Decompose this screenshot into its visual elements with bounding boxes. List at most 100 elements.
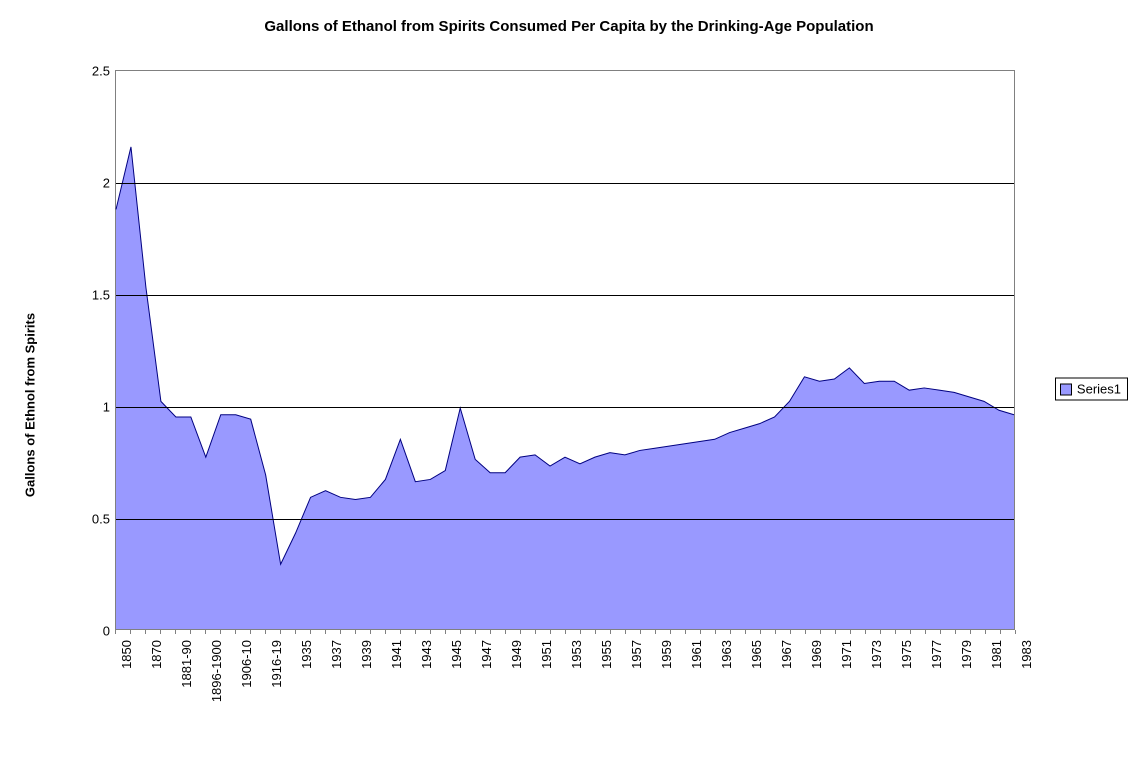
x-tick-mark: [550, 630, 551, 634]
x-tick-mark: [295, 630, 296, 634]
x-tick-label: 1961: [689, 640, 704, 669]
x-tick-label: 1951: [539, 640, 554, 669]
x-tick-mark: [895, 630, 896, 634]
x-tick-label: 1981: [989, 640, 1004, 669]
x-tick-mark: [370, 630, 371, 634]
x-tick-mark: [925, 630, 926, 634]
x-tick-label: 1896-1900: [209, 640, 224, 702]
x-tick-label: 1947: [479, 640, 494, 669]
y-tick-label: 1: [103, 400, 110, 415]
x-tick-mark: [820, 630, 821, 634]
x-tick-label: 1870: [149, 640, 164, 669]
x-tick-mark: [325, 630, 326, 634]
y-tick-label: 2: [103, 176, 110, 191]
x-tick-mark: [625, 630, 626, 634]
legend: Series1: [1055, 378, 1128, 401]
x-tick-mark: [535, 630, 536, 634]
x-tick-mark: [985, 630, 986, 634]
x-tick-mark: [220, 630, 221, 634]
x-tick-mark: [1015, 630, 1016, 634]
x-tick-mark: [520, 630, 521, 634]
x-tick-label: 1955: [599, 640, 614, 669]
x-tick-mark: [400, 630, 401, 634]
x-tick-label: 1943: [419, 640, 434, 669]
x-tick-mark: [760, 630, 761, 634]
y-tick-label: 0: [103, 624, 110, 639]
x-tick-label: 1941: [389, 640, 404, 669]
x-tick-label: 1850: [119, 640, 134, 669]
x-tick-label: 1945: [449, 640, 464, 669]
x-tick-mark: [355, 630, 356, 634]
gridline: [116, 407, 1014, 408]
x-tick-label: 1971: [839, 640, 854, 669]
x-tick-label: 1977: [929, 640, 944, 669]
x-tick-mark: [730, 630, 731, 634]
x-tick-label: 1881-90: [179, 640, 194, 688]
x-tick-mark: [610, 630, 611, 634]
legend-series-label: Series1: [1077, 382, 1121, 397]
x-tick-mark: [265, 630, 266, 634]
y-tick-label: 0.5: [92, 512, 110, 527]
x-tick-mark: [655, 630, 656, 634]
x-tick-mark: [775, 630, 776, 634]
chart-title: Gallons of Ethanol from Spirits Consumed…: [0, 18, 1138, 35]
x-tick-mark: [715, 630, 716, 634]
x-ticks-container: 185018701881-901896-19001906-101916-1919…: [115, 634, 1015, 744]
x-tick-mark: [430, 630, 431, 634]
x-tick-mark: [790, 630, 791, 634]
x-tick-mark: [910, 630, 911, 634]
chart-page: Gallons of Ethanol from Spirits Consumed…: [0, 0, 1138, 778]
x-tick-mark: [580, 630, 581, 634]
x-tick-mark: [835, 630, 836, 634]
x-tick-label: 1983: [1019, 640, 1034, 669]
x-tick-mark: [235, 630, 236, 634]
x-tick-mark: [745, 630, 746, 634]
x-tick-label: 1959: [659, 640, 674, 669]
x-tick-mark: [475, 630, 476, 634]
x-tick-mark: [880, 630, 881, 634]
x-tick-mark: [340, 630, 341, 634]
x-tick-mark: [250, 630, 251, 634]
x-tick-label: 1937: [329, 640, 344, 669]
x-tick-mark: [310, 630, 311, 634]
gridline: [116, 519, 1014, 520]
x-tick-mark: [505, 630, 506, 634]
x-tick-label: 1939: [359, 640, 374, 669]
x-tick-label: 1969: [809, 640, 824, 669]
x-tick-mark: [445, 630, 446, 634]
x-tick-mark: [160, 630, 161, 634]
x-tick-mark: [850, 630, 851, 634]
x-tick-mark: [700, 630, 701, 634]
x-tick-mark: [415, 630, 416, 634]
y-tick-label: 2.5: [92, 64, 110, 79]
x-tick-label: 1957: [629, 640, 644, 669]
plot-wrap: 00.511.522.5: [115, 70, 1015, 630]
x-tick-mark: [490, 630, 491, 634]
x-tick-mark: [685, 630, 686, 634]
x-tick-mark: [940, 630, 941, 634]
x-tick-mark: [970, 630, 971, 634]
x-tick-label: 1949: [509, 640, 524, 669]
x-tick-mark: [175, 630, 176, 634]
x-tick-mark: [115, 630, 116, 634]
x-tick-mark: [595, 630, 596, 634]
x-tick-mark: [640, 630, 641, 634]
x-tick-label: 1963: [719, 640, 734, 669]
area-chart-svg: [116, 71, 1014, 629]
x-tick-label: 1916-19: [269, 640, 284, 688]
x-tick-label: 1979: [959, 640, 974, 669]
x-tick-label: 1973: [869, 640, 884, 669]
x-tick-mark: [145, 630, 146, 634]
gridline: [116, 295, 1014, 296]
legend-swatch: [1060, 383, 1072, 395]
y-tick-label: 1.5: [92, 288, 110, 303]
x-tick-label: 1975: [899, 640, 914, 669]
x-tick-label: 1953: [569, 640, 584, 669]
area-fill: [116, 147, 1014, 629]
x-tick-mark: [280, 630, 281, 634]
x-tick-mark: [1000, 630, 1001, 634]
x-tick-mark: [805, 630, 806, 634]
x-tick-mark: [205, 630, 206, 634]
x-tick-mark: [865, 630, 866, 634]
x-tick-label: 1967: [779, 640, 794, 669]
